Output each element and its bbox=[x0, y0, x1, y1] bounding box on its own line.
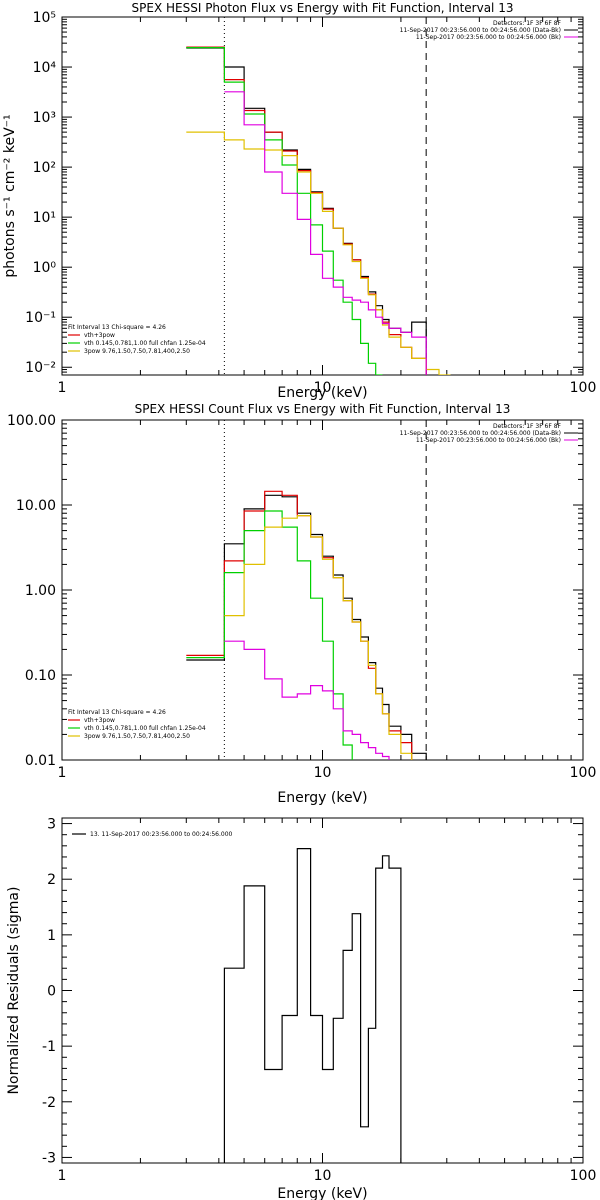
y-tick-label: 10³ bbox=[33, 110, 56, 126]
header-note: 11-Sep-2017 00:23:56.000 to 00:24:56.000… bbox=[416, 34, 561, 41]
x-tick-label: 10 bbox=[314, 380, 332, 396]
plot-frame bbox=[61, 817, 584, 1164]
y-axis-label: Normalized Residuals (sigma) bbox=[6, 887, 22, 1095]
y-tick-label: 1.00 bbox=[25, 583, 56, 599]
legend-entry: 13. 11-Sep-2017 00:23:56.000 to 00:24:56… bbox=[90, 831, 233, 838]
y-tick-label: 10.00 bbox=[16, 498, 56, 514]
x-tick-label: 10 bbox=[314, 765, 332, 781]
y-tick-label: 100.00 bbox=[7, 413, 56, 429]
chart-title: SPEX HESSI Photon Flux vs Energy with Fi… bbox=[132, 1, 514, 15]
header-note: 11-Sep-2017 00:23:56.000 to 00:24:56.000… bbox=[416, 437, 561, 444]
count-flux-panel: 1 10 100 0.01 0.10 1.00 10.00 100.00 SPEX HESSI … bbox=[7, 402, 596, 806]
header-note: 11-Sep-2017 00:23:56.000 to 00:24:56.000… bbox=[400, 430, 561, 437]
y-tick-label: 0.10 bbox=[25, 668, 56, 684]
series-13-11-sep-2017-00-23-56-000-to-00-24-56-000-line bbox=[223, 848, 402, 1163]
y-tick-label: 10¹ bbox=[33, 210, 56, 226]
y-axis-label: photons s⁻¹ cm⁻² keV⁻¹ bbox=[2, 114, 18, 277]
legend-entry: vth+3pow bbox=[84, 717, 115, 724]
legend-entry: vth 0.145,0.781,1.00 full chfan 1.25e-04 bbox=[84, 725, 206, 732]
series-vth-3pow-line bbox=[186, 490, 413, 760]
chart-title: SPEX HESSI Count Flux vs Energy with Fit… bbox=[135, 402, 511, 416]
x-axis-label: Energy (keV) bbox=[277, 385, 367, 401]
legend-entry: vth+3pow bbox=[84, 332, 115, 339]
legend-entry: Fit Interval 13 Chi-square = 4.26 bbox=[68, 709, 166, 716]
legend-entry: 3pow 9.76,1.50,7.50,7.81,400,2.50 bbox=[84, 733, 190, 740]
series-bk-line bbox=[224, 91, 427, 375]
header-note: Detectors: 1F 3F 6F 8F bbox=[493, 423, 562, 430]
legend-entry: Fit Interval 13 Chi-square = 4.26 bbox=[68, 324, 166, 331]
x-tick-label: 100 bbox=[570, 1168, 597, 1184]
x-tick-label: 100 bbox=[570, 765, 597, 781]
y-tick-label: 0.01 bbox=[25, 753, 56, 769]
series-data-bk-line bbox=[186, 47, 427, 375]
y-tick-label: 10⁵ bbox=[33, 10, 56, 26]
y-tick-label: 10⁴ bbox=[33, 60, 57, 76]
x-tick-label: 1 bbox=[58, 765, 67, 781]
legend-entry: 3pow 9.76,1.50,7.50,7.81,400,2.50 bbox=[84, 348, 190, 355]
x-tick-label: 100 bbox=[570, 380, 597, 396]
residuals-panel: 1 10 100 -3 -2 -1 0 1 2 3 Energy (keV) Normalized R… bbox=[6, 817, 596, 1200]
x-axis-label: Energy (keV) bbox=[277, 790, 367, 806]
series-vth-3pow-line bbox=[186, 46, 427, 375]
y-tick-label: 2 bbox=[47, 872, 56, 888]
series-vth-line bbox=[186, 510, 353, 760]
y-tick-label: 1 bbox=[47, 928, 56, 944]
x-tick-label: 1 bbox=[58, 1168, 67, 1184]
series-3pow-line bbox=[224, 515, 413, 760]
y-tick-label: 10⁻¹ bbox=[25, 310, 56, 326]
y-tick-label: -3 bbox=[42, 1150, 56, 1166]
x-tick-label: 1 bbox=[58, 380, 67, 396]
series-3pow-line bbox=[186, 131, 451, 375]
y-tick-label: 10⁻² bbox=[25, 360, 56, 376]
y-tick-label: 10² bbox=[33, 160, 56, 176]
series-bk-line bbox=[224, 640, 390, 760]
y-tick-label: 10⁰ bbox=[33, 260, 57, 276]
x-tick-label: 10 bbox=[314, 1168, 332, 1184]
series-vth-line bbox=[186, 47, 383, 375]
header-note: 11-Sep-2017 00:23:56.000 to 00:24:56.000… bbox=[400, 27, 561, 34]
photon-flux-panel: 1 10 100 10⁻² 10⁻¹ 10⁰ 10¹ 10² 10³ 10⁴ 10⁵ SPEX HES… bbox=[2, 1, 596, 401]
y-tick-label: 3 bbox=[47, 817, 56, 833]
y-tick-label: -1 bbox=[42, 1039, 56, 1055]
header-note: Detectors: 1F 3F 6F 8F bbox=[493, 20, 562, 27]
legend-entry: vth 0.145,0.781,1.00 full chfan 1.25e-04 bbox=[84, 340, 206, 347]
y-tick-label: 0 bbox=[47, 984, 56, 1000]
series-data-bk-line bbox=[186, 494, 427, 760]
x-axis-label: Energy (keV) bbox=[277, 1186, 367, 1200]
y-tick-label: -2 bbox=[42, 1095, 56, 1111]
